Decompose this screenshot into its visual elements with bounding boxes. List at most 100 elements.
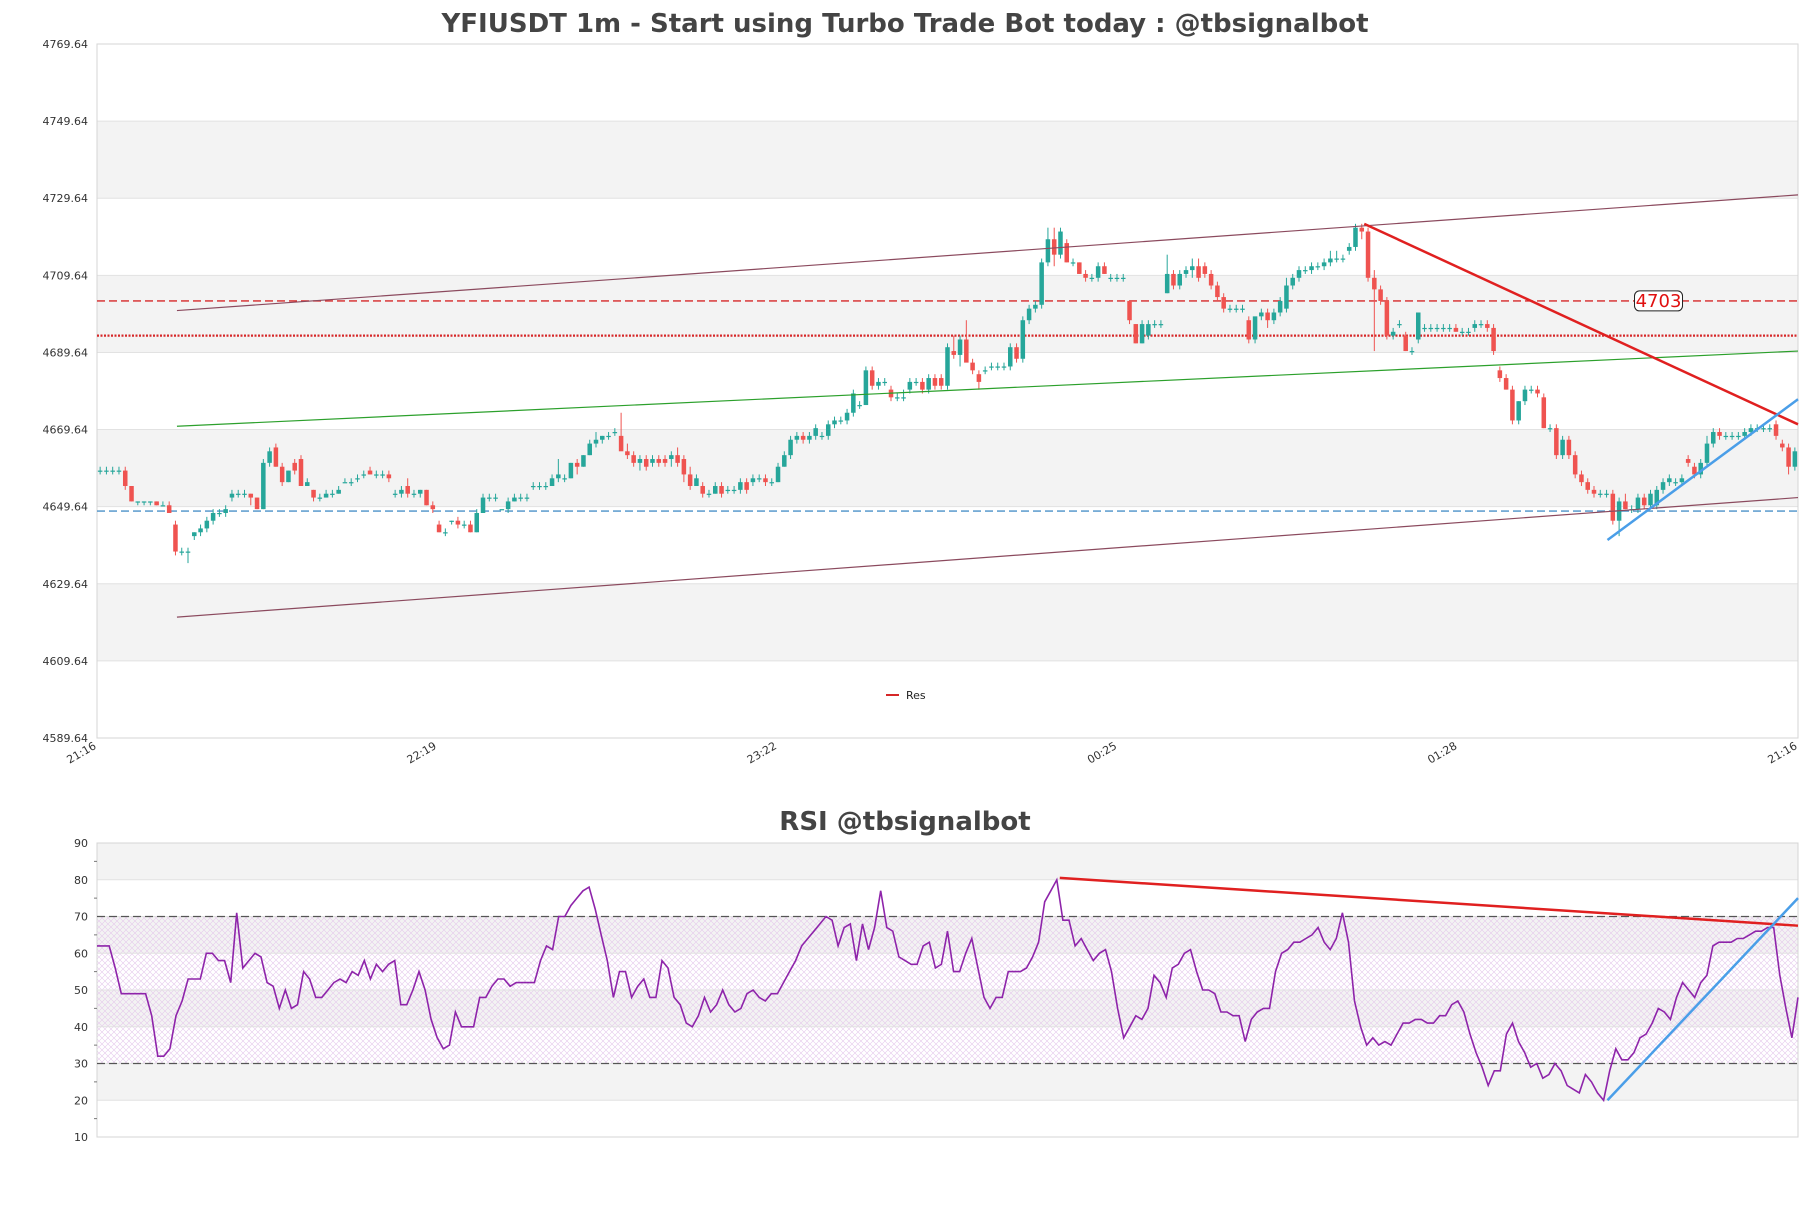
rsi-trend-line: [1606, 897, 1799, 1102]
candle-body: [1641, 497, 1647, 506]
candle-body: [1692, 466, 1697, 475]
candle-body: [1748, 428, 1754, 433]
candle-body: [1346, 246, 1352, 251]
candle-body: [1102, 266, 1107, 274]
candle-body: [443, 532, 448, 534]
grid-band: [97, 121, 1798, 199]
candle-body: [1252, 316, 1258, 340]
candle-body: [1598, 493, 1603, 495]
rsi-chart-title: RSI @tbsignalbot: [779, 807, 1030, 837]
candle-body: [417, 489, 423, 494]
y-tick-label: 4709.64: [43, 269, 89, 282]
candle-body: [1397, 324, 1402, 326]
rsi-trend-line: [1059, 876, 1799, 927]
candle-body: [763, 478, 768, 483]
candle-body: [788, 439, 793, 456]
x-tick-label: 01:28: [1425, 739, 1459, 766]
candle-body: [1510, 389, 1515, 421]
candle-body: [148, 501, 153, 503]
candle-body: [1516, 401, 1521, 421]
candle-body: [1497, 370, 1503, 379]
candle-body: [1340, 258, 1346, 260]
candle-body: [662, 459, 668, 463]
rsi-line: [97, 877, 1799, 1103]
candle-body: [650, 459, 655, 463]
candle-body: [1447, 327, 1452, 330]
candle-body: [1503, 378, 1509, 390]
candle-body: [807, 435, 812, 440]
candle-body: [738, 482, 743, 490]
x-tick-label: 21:16: [1766, 739, 1800, 766]
candle-body: [223, 509, 228, 513]
plot-frame: [96, 43, 1799, 739]
candle-body: [204, 520, 210, 529]
candle-body: [813, 428, 818, 436]
candle-body: [474, 512, 480, 533]
candle-body: [1428, 327, 1434, 330]
y-tick-label: 4669.64: [43, 424, 89, 437]
candle-body: [505, 501, 511, 510]
candle-body: [1610, 493, 1616, 521]
candle-body: [775, 466, 781, 483]
candle-body: [675, 455, 680, 463]
candle-body: [1767, 428, 1773, 430]
price-panel: 4589.64 4609.64 4629.64 4649.64 4669.64 4689.…: [43, 38, 1800, 766]
candle-body: [989, 366, 994, 368]
candle-body: [1786, 447, 1791, 467]
candle-body: [1039, 262, 1044, 305]
candle-body: [687, 474, 693, 487]
candle-body: [970, 362, 975, 371]
candle-body: [1259, 312, 1264, 317]
x-tick-label: 22:19: [405, 739, 439, 766]
candle-body: [669, 455, 674, 460]
y-tick-label: 4629.64: [43, 578, 89, 591]
candle-body: [279, 466, 285, 483]
candle-body: [254, 497, 260, 510]
candle-body: [1673, 482, 1678, 484]
candle-body: [951, 351, 957, 355]
candle-body: [706, 493, 712, 495]
candle-body: [1717, 432, 1722, 436]
candle-body: [405, 486, 410, 494]
candle-body: [524, 497, 530, 499]
candle-body: [468, 524, 473, 533]
candle-body: [725, 489, 731, 492]
candle-body: [756, 478, 762, 480]
candle-body: [1221, 297, 1226, 309]
candle-body: [1566, 439, 1572, 456]
candle-body: [1591, 489, 1597, 494]
candle-body: [1233, 308, 1239, 310]
candle-body: [1008, 347, 1013, 367]
candle-body: [863, 370, 869, 406]
candle-body: [1472, 324, 1478, 328]
rsi-y-tick-label: 40: [74, 1021, 88, 1034]
candle-body: [901, 397, 906, 399]
candle-body: [1315, 266, 1321, 268]
candle-body: [1309, 266, 1314, 271]
candle-body: [1246, 320, 1252, 340]
candle-body: [1667, 478, 1672, 483]
candle-body: [1384, 300, 1390, 336]
candle-body: [1365, 231, 1371, 278]
y-tick-label: 4769.64: [43, 38, 89, 51]
candle-body: [556, 474, 561, 479]
candle-body: [587, 443, 592, 456]
candle-body: [982, 370, 988, 372]
candle-body: [1139, 324, 1145, 344]
candle-body: [1334, 258, 1339, 260]
candle-body: [549, 478, 555, 487]
candle-body: [1328, 258, 1333, 263]
candle-body: [135, 501, 141, 503]
candle-body: [1654, 489, 1660, 506]
candle-body: [1183, 270, 1189, 274]
rsi-y-tick-label: 10: [74, 1131, 88, 1144]
candle-body: [857, 405, 862, 407]
candle-body: [1660, 482, 1666, 490]
candle-body: [248, 493, 254, 498]
candle-body: [1033, 304, 1038, 309]
rsi-panel: 10 20 30 40 50 60 70 80 90: [74, 837, 1799, 1144]
candle-body: [229, 493, 235, 498]
candle-body: [1296, 270, 1302, 278]
candle-body: [1271, 312, 1277, 321]
candle-body: [116, 470, 122, 472]
